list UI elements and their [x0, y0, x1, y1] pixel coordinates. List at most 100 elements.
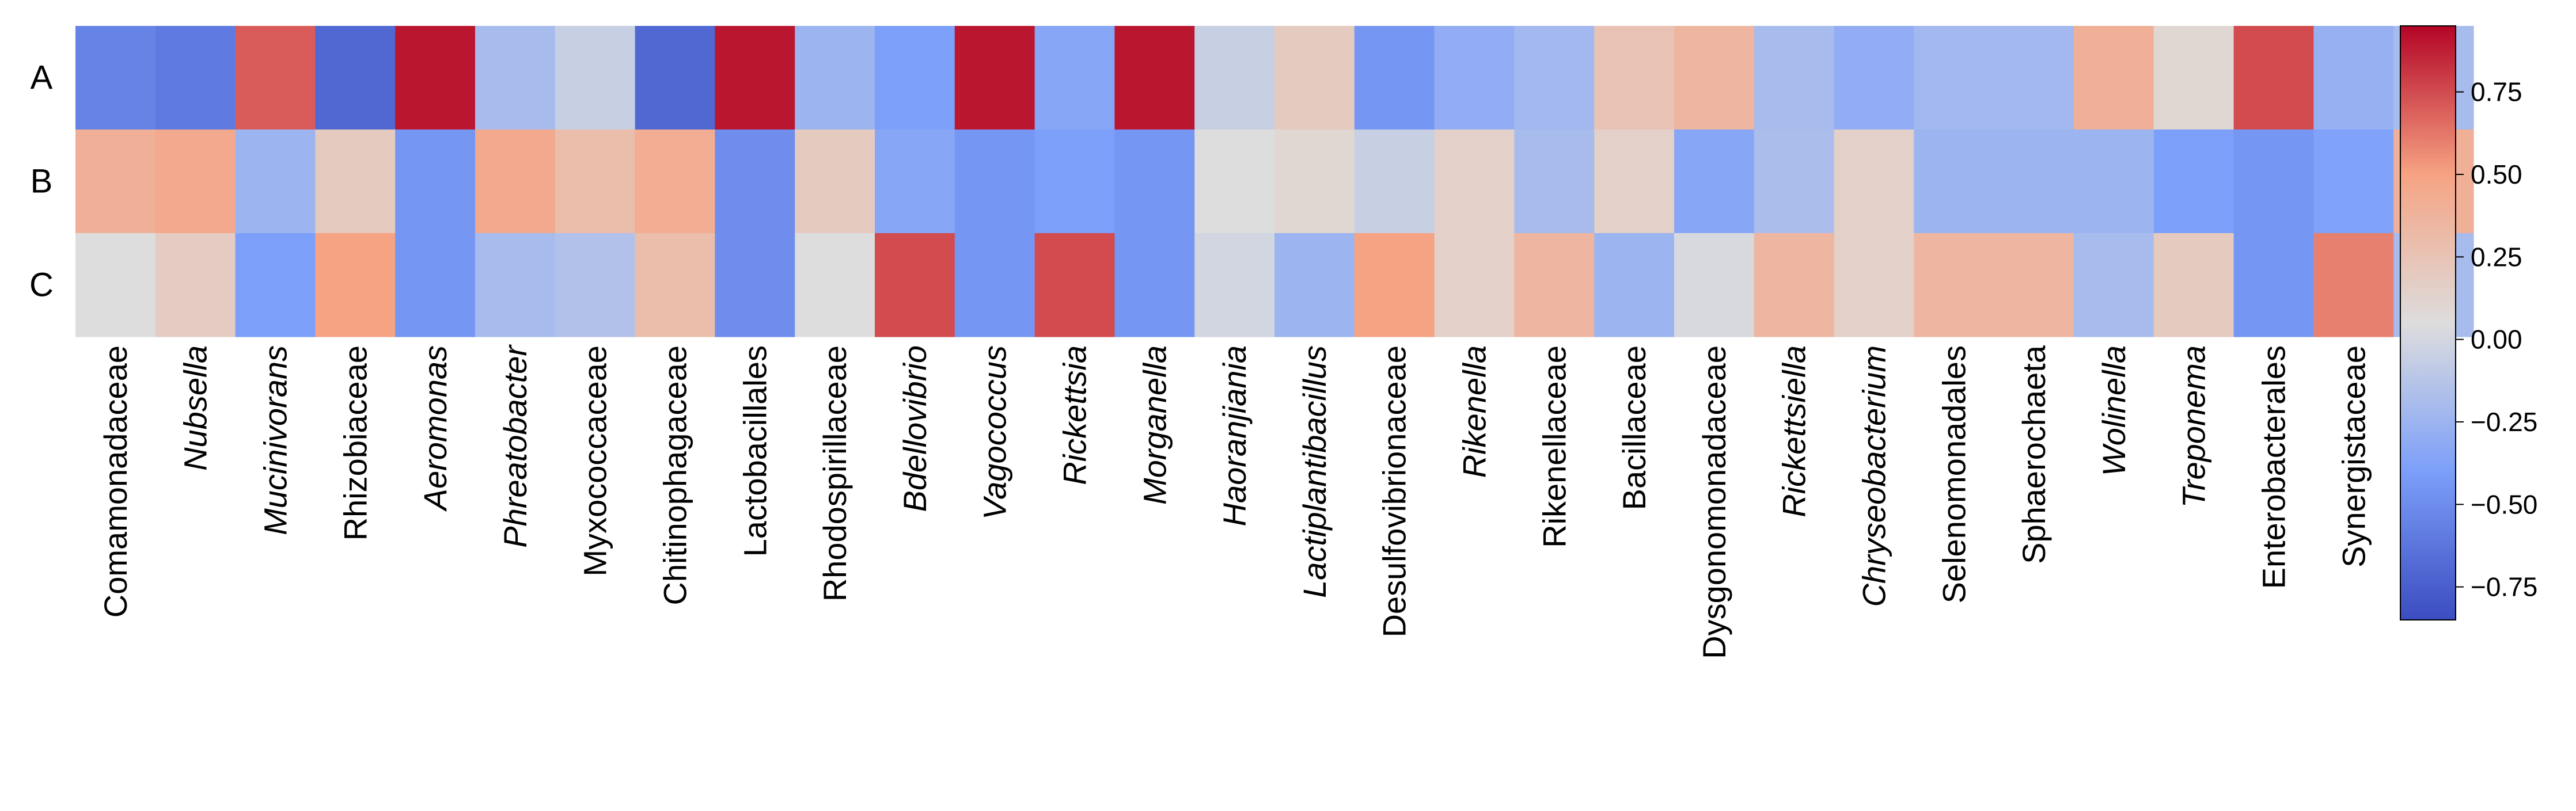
column-label-28: Enterobacterales: [2256, 345, 2292, 589]
colorbar-tick-label: 0.00: [2471, 325, 2522, 355]
heatmap-cell-a-4: [315, 26, 396, 130]
heatmap-cell-b-26: [2074, 130, 2154, 234]
heatmap-cell-b-12: [954, 130, 1035, 234]
column-label-6: Phreatobacter: [497, 344, 533, 548]
heatmap-cell-c-2: [155, 233, 236, 337]
heatmap-cell-b-1: [75, 130, 156, 234]
heatmap-cell-c-27: [2153, 233, 2234, 337]
row-labels: A B C: [29, 59, 54, 304]
heatmap-cell-c-4: [315, 233, 396, 337]
colorbar-tick-label: −0.75: [2471, 572, 2537, 602]
heatmap-cell-b-19: [1514, 130, 1595, 234]
heatmap-cell-b-23: [1834, 130, 1914, 234]
column-label-12: Vagococcus: [977, 345, 1013, 520]
heatmap-cell-a-1: [75, 26, 156, 130]
heatmap-cell-c-22: [1754, 233, 1835, 337]
heatmap-cell-b-7: [555, 130, 636, 234]
heatmap-cell-c-29: [2313, 233, 2394, 337]
heatmap-cell-a-23: [1834, 26, 1914, 130]
column-label-15: Haoranjiania: [1216, 345, 1253, 526]
heatmap-cell-c-19: [1514, 233, 1595, 337]
column-label-24: Selenomonadales: [1936, 345, 1972, 603]
heatmap-cell-c-13: [1034, 233, 1115, 337]
heatmap-cell-b-13: [1034, 130, 1115, 234]
heatmap-cell-b-21: [1674, 130, 1755, 234]
heatmap-cell-a-17: [1354, 26, 1435, 130]
heatmap-cell-a-28: [2233, 26, 2314, 130]
colorbar-tick-label: 0.50: [2471, 159, 2522, 189]
heatmap-cell-c-14: [1114, 233, 1195, 337]
heatmap-cell-b-18: [1434, 130, 1515, 234]
heatmap-cell-c-23: [1834, 233, 1914, 337]
column-label-27: Treponema: [2176, 345, 2212, 508]
heatmap-cell-c-1: [75, 233, 156, 337]
heatmap-cell-b-28: [2233, 130, 2314, 234]
heatmap-cell-c-21: [1674, 233, 1755, 337]
column-label-8: Chitinophagaceae: [657, 345, 693, 605]
row-label-c: C: [29, 266, 54, 304]
heatmap-cell-c-3: [235, 233, 316, 337]
row-label-a: A: [31, 59, 53, 97]
heatmap-cell-a-14: [1114, 26, 1195, 130]
heatmap-cell-c-12: [954, 233, 1035, 337]
column-label-3: Mucinivorans: [257, 345, 294, 535]
heatmap-cell-a-27: [2153, 26, 2234, 130]
heatmap-cell-c-8: [635, 233, 715, 337]
heatmap-cell-a-25: [1994, 26, 2074, 130]
heatmap-cell-a-3: [235, 26, 316, 130]
column-label-29: Synergistaceae: [2335, 345, 2372, 568]
column-labels: Comamonadaceae Nubsella Mucinivorans Rhizob…: [97, 344, 2452, 659]
heatmap-cell-c-5: [395, 233, 476, 337]
heatmap-cell-c-9: [715, 233, 795, 337]
heatmap-cell-c-24: [1914, 233, 1994, 337]
colorbar-tick-label: −0.50: [2471, 489, 2537, 519]
heatmap-cell-a-13: [1034, 26, 1115, 130]
colorbar-ticks: −0.75 −0.50 −0.25 0.00 0.25 0.50 0.75: [2456, 77, 2537, 602]
heatmap-cell-b-29: [2313, 130, 2394, 234]
heatmap-cell-a-9: [715, 26, 795, 130]
heatmap-cell-c-6: [475, 233, 556, 337]
column-label-2: Nubsella: [177, 345, 214, 471]
column-label-26: Wolinella: [2096, 345, 2132, 476]
heatmap-cell-a-24: [1914, 26, 1994, 130]
heatmap-cell-b-20: [1594, 130, 1675, 234]
heatmap-cell-b-27: [2153, 130, 2234, 234]
column-label-10: Rhodospirillaceae: [817, 345, 853, 601]
heatmap-cell-a-5: [395, 26, 476, 130]
heatmap-cell-c-26: [2074, 233, 2154, 337]
heatmap-cell-b-14: [1114, 130, 1195, 234]
heatmap-cell-b-10: [795, 130, 875, 234]
heatmap-cell-c-16: [1274, 233, 1355, 337]
colorbar: −0.75 −0.50 −0.25 0.00 0.25 0.50 0.75: [2400, 25, 2537, 620]
heatmap-cell-b-6: [475, 130, 556, 234]
column-label-9: Lactobacillales: [737, 345, 773, 557]
heatmap-cell-a-21: [1674, 26, 1755, 130]
column-label-17: Desulfovibrionaceae: [1376, 345, 1413, 637]
column-label-25: Sphaerochaeta: [2016, 345, 2052, 564]
heatmap-cell-a-29: [2313, 26, 2394, 130]
heatmap-cell-a-6: [475, 26, 556, 130]
column-label-22: Rickettsiella: [1776, 345, 1812, 517]
heatmap-cell-c-18: [1434, 233, 1515, 337]
heatmap-cell-b-4: [315, 130, 396, 234]
heatmap-cell-a-8: [635, 26, 715, 130]
heatmap-cell-c-15: [1194, 233, 1275, 337]
heatmap-cell-a-26: [2074, 26, 2154, 130]
heatmap-cell-c-11: [875, 233, 955, 337]
heatmap-cell-a-10: [795, 26, 875, 130]
heatmap-cell-a-16: [1274, 26, 1355, 130]
heatmap-cells: [75, 26, 2474, 337]
heatmap-cell-b-2: [155, 130, 236, 234]
heatmap-cell-b-8: [635, 130, 715, 234]
heatmap-cell-a-22: [1754, 26, 1835, 130]
heatmap-cell-a-18: [1434, 26, 1515, 130]
heatmap-cell-a-2: [155, 26, 236, 130]
heatmap-cell-a-15: [1194, 26, 1275, 130]
heatmap-cell-c-28: [2233, 233, 2314, 337]
column-label-23: Chryseobacterium: [1856, 345, 1892, 607]
heatmap-cell-b-16: [1274, 130, 1355, 234]
column-label-18: Rikenella: [1456, 345, 1493, 478]
heatmap-cell-c-17: [1354, 233, 1435, 337]
heatmap-cell-c-20: [1594, 233, 1675, 337]
